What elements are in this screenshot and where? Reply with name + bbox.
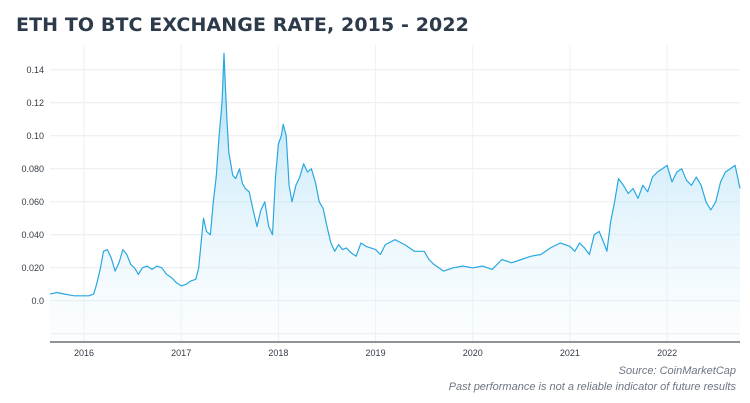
x-tick-label: 2017 bbox=[171, 348, 191, 358]
x-axis-labels: 2016 2017 2018 2019 2020 2021 2022 bbox=[74, 348, 677, 358]
y-tick-label: 0.0 bbox=[31, 296, 44, 306]
y-tick-label: 0.10 bbox=[26, 131, 44, 141]
y-tick-label: 0.020 bbox=[21, 263, 44, 273]
chart-title: ETH TO BTC EXCHANGE RATE, 2015 - 2022 bbox=[16, 14, 469, 36]
x-tick-label: 2018 bbox=[268, 348, 288, 358]
y-tick-label: 0.14 bbox=[26, 65, 44, 75]
series-area bbox=[50, 53, 740, 343]
x-tick-label: 2016 bbox=[74, 348, 94, 358]
x-tick-label: 2021 bbox=[560, 348, 580, 358]
source-note: Source: CoinMarketCap bbox=[618, 365, 736, 377]
y-axis-labels: 0.0 0.020 0.040 0.060 0.080 0.10 0.12 0.14 bbox=[21, 65, 44, 306]
disclaimer-note: Past performance is not a reliable indic… bbox=[448, 381, 736, 393]
y-tick-label: 0.080 bbox=[21, 164, 44, 174]
y-tick-label: 0.040 bbox=[21, 230, 44, 240]
x-tick-label: 2020 bbox=[463, 348, 483, 358]
series-line bbox=[49, 52, 741, 297]
x-tick-label: 2019 bbox=[366, 348, 386, 358]
y-tick-label: 0.12 bbox=[26, 98, 44, 108]
x-tick-label: 2022 bbox=[657, 348, 677, 358]
y-tick-label: 0.060 bbox=[21, 197, 44, 207]
